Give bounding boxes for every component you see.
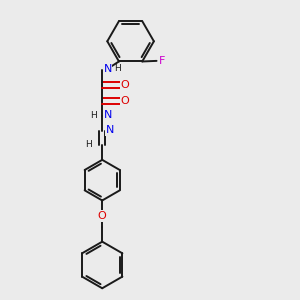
Text: O: O — [121, 80, 129, 90]
Text: O: O — [121, 96, 129, 106]
Text: H: H — [91, 111, 97, 120]
Text: F: F — [159, 56, 165, 66]
Text: N: N — [103, 110, 112, 120]
Text: H: H — [114, 64, 121, 73]
Text: O: O — [98, 211, 106, 221]
Text: N: N — [103, 64, 112, 74]
Text: N: N — [106, 125, 114, 135]
Text: H: H — [85, 140, 92, 148]
